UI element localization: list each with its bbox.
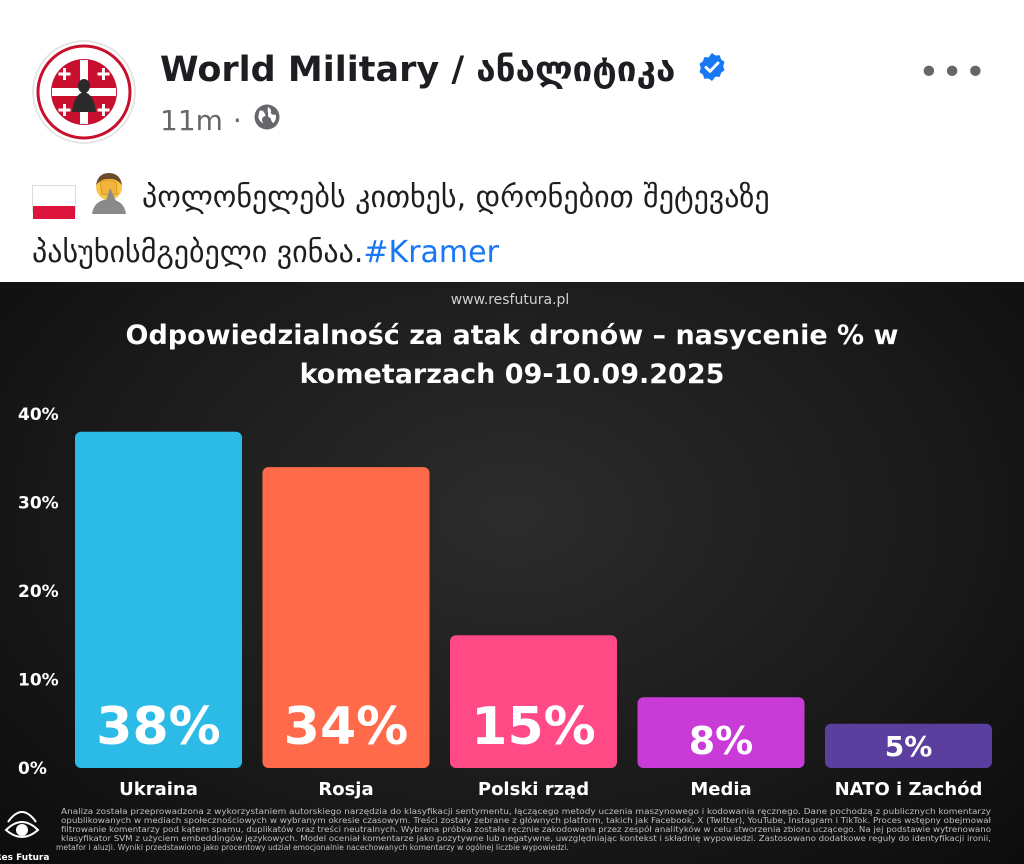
- bar-value-label: 5%: [885, 730, 933, 763]
- res-futura-logo: Res Futura: [0, 811, 49, 863]
- category-label: Media: [690, 779, 751, 800]
- bar-value-label: 8%: [689, 719, 754, 763]
- post-body: პოლონელებს კითხეს, დრონებით შეტევაზე პას…: [32, 168, 1002, 277]
- footnote-line-4: klasyfikator SVM z użyciem embeddingów j…: [61, 834, 991, 843]
- chart-title-line-2: kometarzach 09-10.09.2025: [300, 359, 725, 390]
- meta-separator: ·: [232, 104, 242, 137]
- category-label: Polski rząd: [478, 779, 589, 800]
- bar-value-label: 38%: [96, 697, 220, 757]
- y-tick-label: 0%: [18, 759, 47, 779]
- bar: [637, 697, 805, 768]
- bar: [262, 467, 430, 768]
- globe-icon: [252, 102, 282, 139]
- eye-logo-icon: [4, 811, 40, 838]
- footer-logo-text: Res Futura: [0, 853, 49, 863]
- facepalm-emoji-icon: [86, 168, 132, 229]
- world-military-logo-icon: [36, 44, 132, 140]
- y-tick-label: 40%: [18, 405, 59, 425]
- post-header: World Military / ანალიტიკა 11m · •••: [0, 0, 1024, 160]
- page-name[interactable]: World Military / ანალიტიკა: [160, 50, 728, 92]
- bar-value-label: 15%: [471, 697, 595, 757]
- footnote-line-1: Analiza została przeprowadzona z wykorzy…: [61, 807, 992, 816]
- y-tick-label: 10%: [18, 671, 59, 691]
- post-meta: 11m ·: [160, 102, 282, 139]
- bar-value-label: 34%: [284, 697, 408, 757]
- bars: 38% Ukraina 34% Rosja 15% Polski rząd 8% Media 5…: [75, 431, 992, 800]
- chart-title-line-1: Odpowiedzialność za atak dronów – nasyce…: [126, 320, 899, 351]
- footnote-line-2: opublikowanych w mediach społecznościowy…: [61, 816, 992, 825]
- verified-badge-icon: [696, 51, 728, 92]
- hashtag-link[interactable]: #Kramer: [363, 235, 499, 270]
- page-avatar[interactable]: [32, 40, 136, 144]
- category-label: NATO i Zachód: [835, 779, 983, 800]
- footnote-line-3: filtrowanie komentarzy pod kątem spamu, …: [61, 825, 991, 834]
- bar: [450, 635, 617, 768]
- bar-chart: www.resfutura.pl Odpowiedzialność za ata…: [0, 292, 992, 863]
- bar: [825, 723, 992, 768]
- bar: [75, 431, 242, 768]
- post-text: პოლონელებს კითხეს, დრონებით შეტევაზე პას…: [32, 180, 770, 270]
- post-image-chart[interactable]: www.resfutura.pl Odpowiedzialność za ata…: [0, 282, 1024, 864]
- y-axis: 0% 10% 20% 30% 40%: [18, 405, 59, 779]
- y-tick-label: 30%: [18, 494, 59, 514]
- category-label: Ukraina: [119, 779, 198, 800]
- footnote-line-5: metafor i aluzji. Wyniki przedstawiono j…: [56, 843, 569, 852]
- y-tick-label: 20%: [18, 582, 59, 602]
- category-label: Rosja: [318, 779, 373, 800]
- post-timestamp[interactable]: 11m: [160, 104, 223, 137]
- poland-flag-icon: [32, 184, 76, 219]
- page-name-label[interactable]: World Military / ანალიტიკა: [160, 50, 676, 90]
- chart-source: www.resfutura.pl: [451, 292, 570, 308]
- more-options-button[interactable]: •••: [918, 52, 988, 93]
